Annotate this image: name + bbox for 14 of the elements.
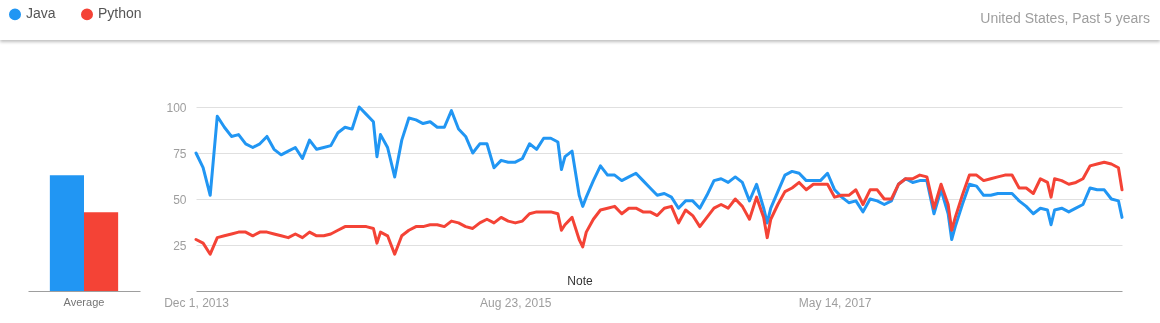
line-series xyxy=(194,160,1124,256)
y-tick-label: 75 xyxy=(173,146,187,161)
y-tick-label: 100 xyxy=(166,100,187,115)
x-tick-label: Aug 23, 2015 xyxy=(480,295,552,310)
chart-subtitle: United States, Past 5 years xyxy=(980,10,1150,26)
x-tick-label: May 14, 2017 xyxy=(798,295,872,310)
legend-label: Java xyxy=(26,5,56,22)
line-series xyxy=(194,105,1124,241)
y-tick-label: 25 xyxy=(173,238,187,253)
y-tick-label: 50 xyxy=(173,192,187,207)
legend-label: Python xyxy=(98,5,142,22)
annotation: Note xyxy=(567,274,593,288)
x-tick-label: Average xyxy=(63,295,105,308)
x-tick-label: Dec 1, 2013 xyxy=(164,295,230,310)
